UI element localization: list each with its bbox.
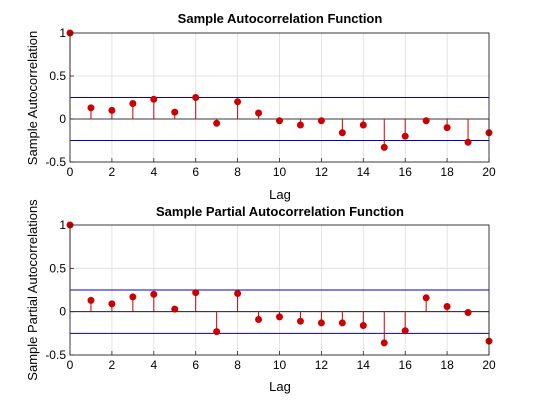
x-tick-label: 6 <box>192 358 199 372</box>
x-tick-label: 0 <box>67 358 74 372</box>
x-tick-label: 16 <box>399 358 413 372</box>
stem-marker <box>129 100 137 108</box>
y-axis-label: Sample Autocorrelation <box>25 31 40 165</box>
stem-marker <box>464 309 472 317</box>
stem-marker <box>464 138 472 146</box>
stem-marker <box>422 117 430 125</box>
stem-marker <box>317 117 325 125</box>
x-tick-label: 12 <box>315 358 329 372</box>
x-tick-label: 14 <box>357 358 371 372</box>
stem-marker <box>255 315 263 323</box>
stem-marker <box>380 143 388 151</box>
y-tick-label: 1 <box>59 26 66 40</box>
stem-marker <box>171 108 179 116</box>
x-tick-label: 12 <box>315 165 329 179</box>
stem-marker <box>192 289 200 297</box>
stem-marker <box>422 294 430 302</box>
stem-marker <box>317 319 325 327</box>
stem-marker <box>359 322 367 330</box>
stem-marker <box>234 98 242 106</box>
stem-marker <box>296 317 304 325</box>
x-tick-label: 2 <box>109 165 116 179</box>
x-axis-label: Lag <box>269 187 291 202</box>
y-tick-label: 0 <box>59 305 66 319</box>
y-tick-label: -0.5 <box>45 348 66 362</box>
stem-marker <box>150 95 158 103</box>
stem-marker <box>338 129 346 137</box>
stem-marker <box>276 313 283 321</box>
x-tick-label: 8 <box>234 165 241 179</box>
x-tick-label: 16 <box>399 165 413 179</box>
y-tick-label: -0.5 <box>45 155 66 169</box>
acf-panel: Sample Autocorrelation Function Lag Samp… <box>25 11 496 202</box>
x-axis-label: Lag <box>269 379 291 394</box>
stem-marker <box>129 293 137 301</box>
stem-marker <box>443 124 451 132</box>
stem-marker <box>192 94 200 101</box>
x-tick-label: 4 <box>150 165 157 179</box>
y-tick-label: 0 <box>59 112 66 126</box>
stem-marker <box>171 305 179 313</box>
y-tick-label: 1 <box>59 218 66 232</box>
x-tick-label: 20 <box>482 165 496 179</box>
stem-marker <box>380 339 388 347</box>
stem-marker <box>108 106 116 114</box>
x-tick-label: 0 <box>67 165 74 179</box>
x-tick-label: 14 <box>357 165 371 179</box>
x-tick-label: 4 <box>150 358 157 372</box>
stem-marker <box>87 296 95 304</box>
stem-marker <box>296 121 304 129</box>
x-tick-label: 20 <box>482 358 496 372</box>
x-tick-label: 2 <box>109 358 116 372</box>
x-tick-label: 10 <box>273 165 287 179</box>
stem-marker <box>150 290 158 298</box>
stem-marker <box>213 119 221 127</box>
y-tick-label: 0.5 <box>49 261 66 275</box>
x-tick-label: 18 <box>440 165 454 179</box>
chart-title: Sample Autocorrelation Function <box>178 11 383 26</box>
stem-marker <box>359 121 367 129</box>
stem-marker <box>108 300 116 308</box>
stem-marker <box>401 327 409 335</box>
stem-marker <box>234 289 242 297</box>
stem-marker <box>213 328 221 336</box>
x-tick-label: 18 <box>440 358 454 372</box>
stem-marker <box>338 319 346 327</box>
stem-marker <box>276 117 283 125</box>
y-tick-label: 0.5 <box>49 69 66 83</box>
chart-title: Sample Partial Autocorrelation Function <box>156 204 404 219</box>
pacf-panel: Sample Partial Autocorrelation Function … <box>25 199 496 394</box>
x-tick-label: 8 <box>234 358 241 372</box>
x-tick-label: 10 <box>273 358 287 372</box>
stem-marker <box>87 104 95 112</box>
stem-marker <box>401 132 409 140</box>
stem-marker <box>255 109 263 117</box>
x-tick-label: 6 <box>192 165 199 179</box>
stem-marker <box>443 302 451 310</box>
y-axis-label: Sample Partial Autocorrelations <box>25 199 40 381</box>
